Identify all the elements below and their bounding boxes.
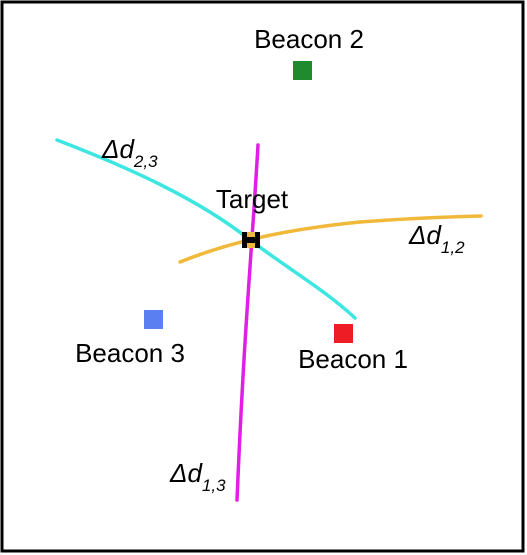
label-delta-d-1-2-main: Δd bbox=[408, 220, 442, 250]
beacon-2-label: Beacon 2 bbox=[254, 24, 364, 54]
label-delta-d-2-3-sub: 2,3 bbox=[133, 152, 158, 171]
curve-delta-d-1-3 bbox=[235, 143, 260, 502]
beacon-1-label: Beacon 1 bbox=[298, 344, 408, 374]
label-delta-d-1-3-main: Δd bbox=[169, 458, 203, 488]
label-delta-d-1-3: Δd1,3 bbox=[169, 458, 226, 495]
beacon-1-marker bbox=[334, 324, 353, 343]
target-label: Target bbox=[216, 184, 289, 214]
target-marker bbox=[242, 232, 260, 248]
curve-delta-d-1-2 bbox=[178, 214, 483, 264]
label-delta-d-2-3-main: Δd bbox=[101, 134, 135, 164]
beacon-3-label: Beacon 3 bbox=[75, 338, 185, 368]
label-delta-d-1-3-sub: 1,3 bbox=[202, 476, 226, 495]
label-delta-d-2-3: Δd2,3 bbox=[101, 134, 158, 171]
label-delta-d-1-2-sub: 1,2 bbox=[441, 238, 465, 257]
beacon-2-marker bbox=[293, 61, 312, 80]
beacon-3-marker bbox=[144, 310, 163, 329]
label-delta-d-1-2: Δd1,2 bbox=[408, 220, 465, 257]
